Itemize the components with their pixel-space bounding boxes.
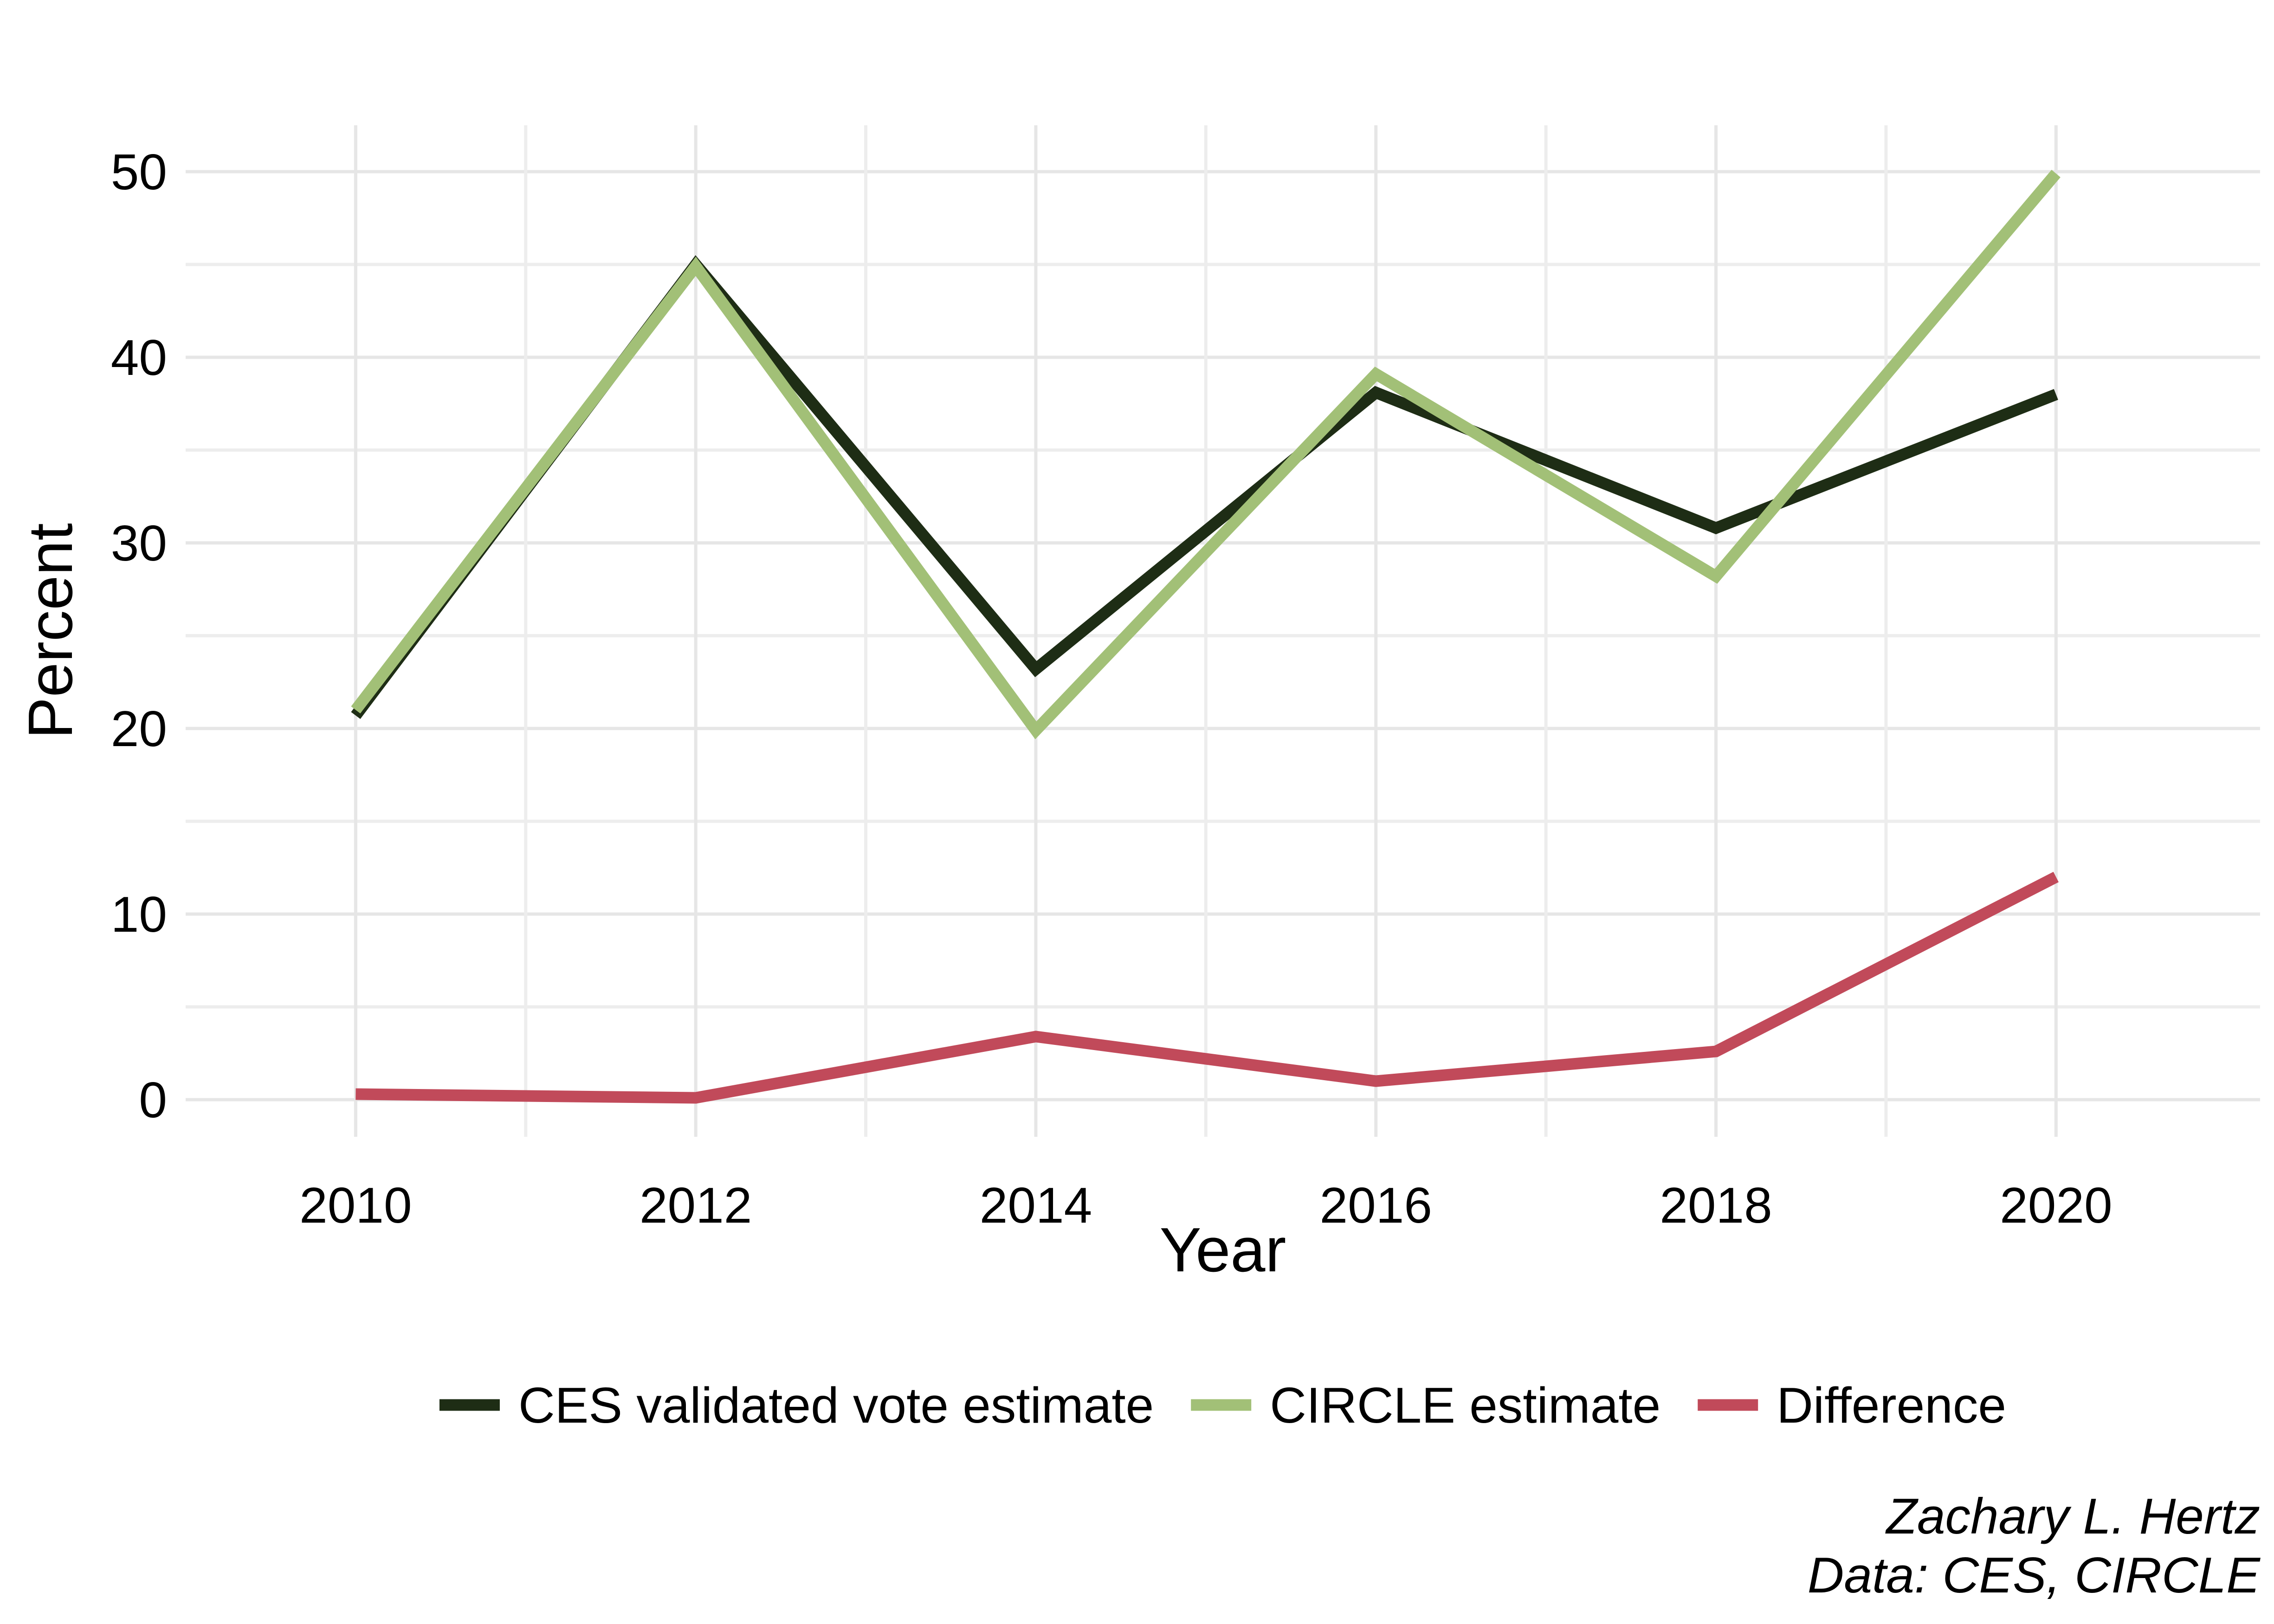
y-tick-label: 0: [139, 1072, 167, 1128]
caption-author: Zachary L. Hertz: [1885, 1488, 2260, 1545]
series-line-circle-estimate: [351, 169, 2061, 740]
x-tick-label: 2014: [980, 1177, 1092, 1234]
y-tick-label: 40: [111, 329, 167, 386]
x-axis-ticks: 2010 2012 2014 2016 2018 2020: [299, 1177, 2112, 1234]
legend-label-difference: Difference: [1777, 1377, 2006, 1434]
series-lines: [351, 169, 2061, 1104]
y-tick-label: 50: [111, 144, 167, 200]
x-tick-label: 2012: [640, 1177, 752, 1234]
legend-label-circle-estimate: CIRCLE estimate: [1270, 1377, 1660, 1434]
x-tick-label: 2020: [2000, 1177, 2112, 1234]
y-axis-title: Percent: [15, 523, 85, 739]
x-tick-label: 2010: [299, 1177, 412, 1234]
y-tick-label: 20: [111, 701, 167, 757]
y-tick-label: 30: [111, 515, 167, 572]
x-tick-label: 2018: [1660, 1177, 1772, 1234]
x-axis-title: Year: [1160, 1215, 1286, 1285]
y-tick-label: 10: [111, 886, 167, 943]
grid: [186, 125, 2260, 1137]
x-tick-label: 2016: [1320, 1177, 1432, 1234]
series-line-difference: [355, 871, 2059, 1104]
legend: CES validated vote estimate CIRCLE estima…: [439, 1377, 2006, 1434]
caption-source: Data: CES, CIRCLE: [1808, 1547, 2261, 1604]
y-axis-ticks: 0 10 20 30 40 50: [111, 144, 167, 1128]
legend-label-ces-validated-vote-estimate: CES validated vote estimate: [518, 1377, 1154, 1434]
